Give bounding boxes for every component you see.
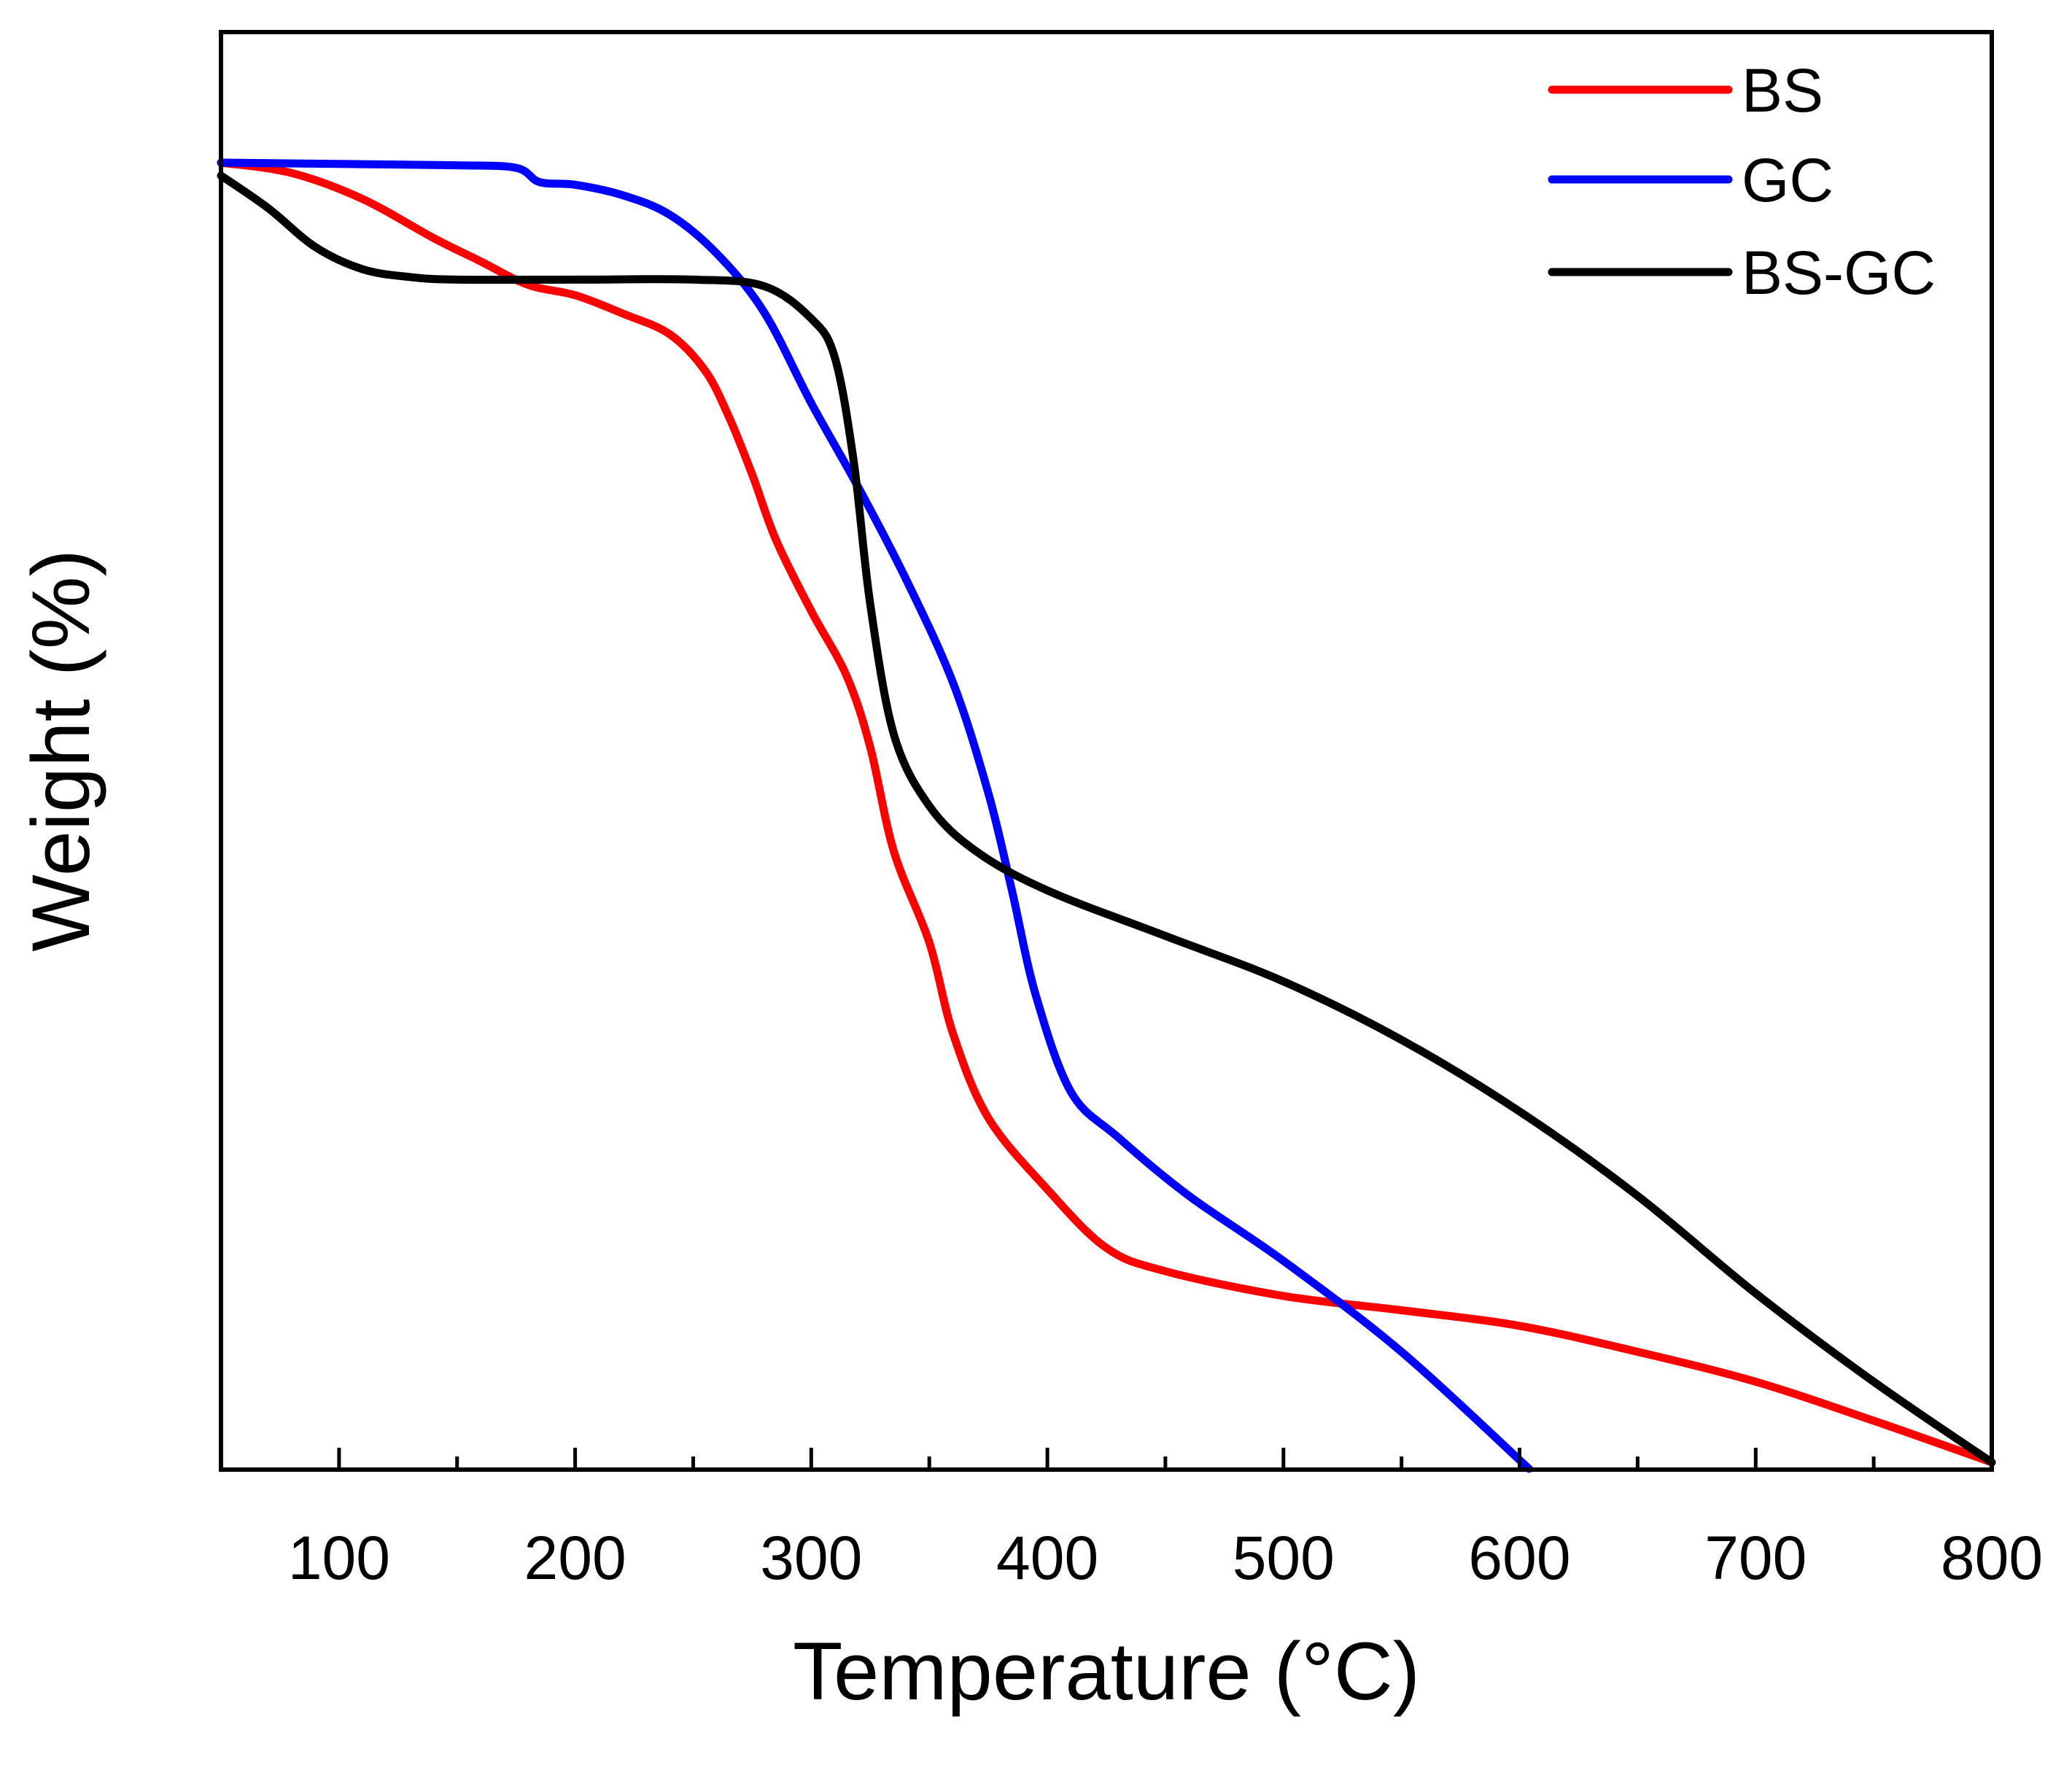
series-layer [217, 158, 1996, 1473]
plot-frame [219, 30, 1994, 1472]
y-axis-title: Weight (%) [15, 549, 106, 952]
series-line-bs-gc [217, 171, 1996, 1467]
x-tick-label: 500 [1233, 1524, 1335, 1592]
tick-layer: 100 200 300 400 500 600 700 800 [219, 1448, 2043, 1592]
x-tick-label: 400 [996, 1524, 1098, 1592]
series-line-gc [217, 158, 1533, 1473]
x-tick-label: 100 [288, 1524, 390, 1592]
legend-label-bs: BS [1742, 56, 1823, 125]
x-tick-label: 300 [760, 1524, 862, 1592]
x-tick-label: 200 [524, 1524, 626, 1592]
x-tick-label: 800 [1941, 1524, 2043, 1592]
legend-label-bs-gc: BS-GC [1742, 238, 1936, 307]
x-axis-title: Temperature (°C) [793, 1626, 1420, 1717]
x-tick-label: 600 [1468, 1524, 1570, 1592]
legend: BS GC BS-GC [1548, 56, 1936, 307]
legend-label-gc: GC [1742, 146, 1834, 214]
series-line-bs [217, 158, 1996, 1467]
x-tick-label: 700 [1704, 1524, 1807, 1592]
